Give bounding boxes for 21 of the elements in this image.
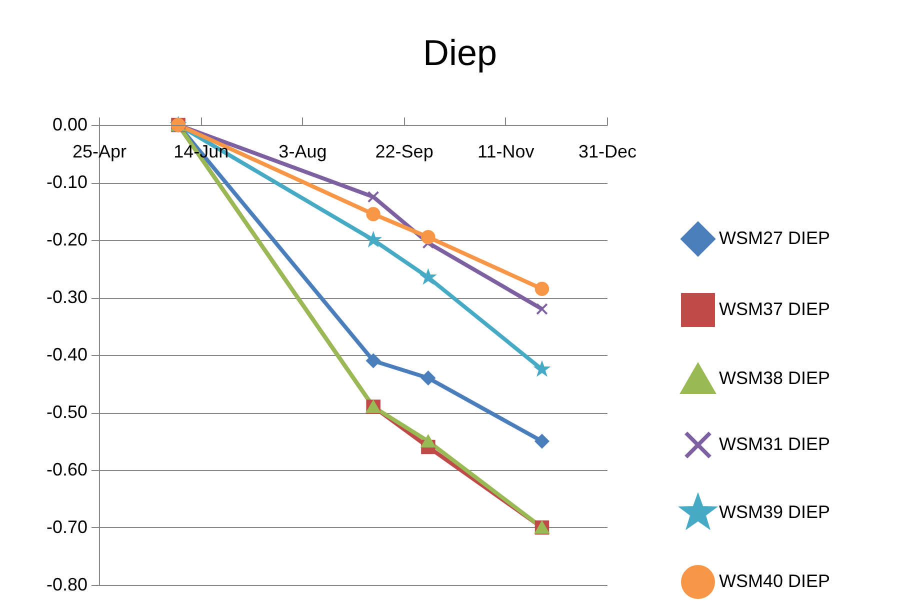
chart-title: Diep [422, 32, 498, 73]
y-tick-label: 0.00 [52, 114, 88, 134]
legend-label: WSM37 DIEP [719, 299, 830, 319]
legend-label: WSM39 DIEP [719, 502, 830, 522]
legend-label: WSM31 DIEP [719, 434, 830, 454]
y-tick-label: -0.20 [46, 230, 88, 250]
y-tick-label: -0.50 [46, 402, 88, 422]
y-tick-label: -0.30 [46, 287, 88, 307]
x-tick-label: 22-Sep [375, 142, 434, 162]
y-tick-label: -0.10 [46, 172, 88, 192]
y-tick-label: -0.70 [46, 517, 88, 537]
legend-label: WSM27 DIEP [719, 228, 830, 248]
legend-label: WSM40 DIEP [719, 571, 830, 591]
x-tick-label: 3-Aug [278, 142, 327, 162]
y-tick-label: -0.40 [46, 344, 88, 364]
x-tick-label: 25-Apr [72, 142, 127, 162]
y-tick-label: -0.80 [46, 574, 88, 594]
x-tick-label: 31-Dec [578, 142, 637, 162]
legend-label: WSM38 DIEP [719, 368, 830, 388]
x-tick-label: 11-Nov [478, 142, 534, 162]
y-tick-label: -0.60 [46, 460, 88, 480]
